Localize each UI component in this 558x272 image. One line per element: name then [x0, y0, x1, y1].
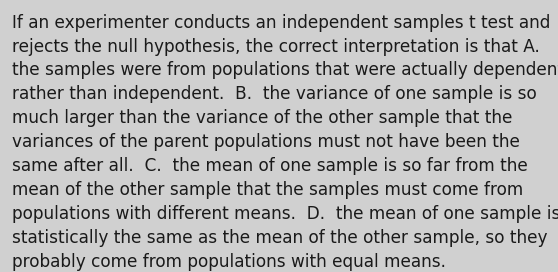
Text: same after all.  C.  the mean of one sample is so far from the: same after all. C. the mean of one sampl… [12, 157, 528, 175]
Text: statistically the same as the mean of the other sample, so they: statistically the same as the mean of th… [12, 229, 548, 247]
Text: variances of the parent populations must not have been the: variances of the parent populations must… [12, 133, 520, 151]
Text: rather than independent.  B.  the variance of one sample is so: rather than independent. B. the variance… [12, 85, 537, 103]
Text: much larger than the variance of the other sample that the: much larger than the variance of the oth… [12, 109, 513, 127]
Text: mean of the other sample that the samples must come from: mean of the other sample that the sample… [12, 181, 523, 199]
Text: If an experimenter conducts an independent samples t test and: If an experimenter conducts an independe… [12, 14, 551, 32]
Text: rejects the null hypothesis, the correct interpretation is that A.: rejects the null hypothesis, the correct… [12, 38, 540, 55]
Text: populations with different means.  D.  the mean of one sample is: populations with different means. D. the… [12, 205, 558, 223]
Text: probably come from populations with equal means.: probably come from populations with equa… [12, 253, 446, 271]
Text: the samples were from populations that were actually dependent: the samples were from populations that w… [12, 61, 558, 79]
